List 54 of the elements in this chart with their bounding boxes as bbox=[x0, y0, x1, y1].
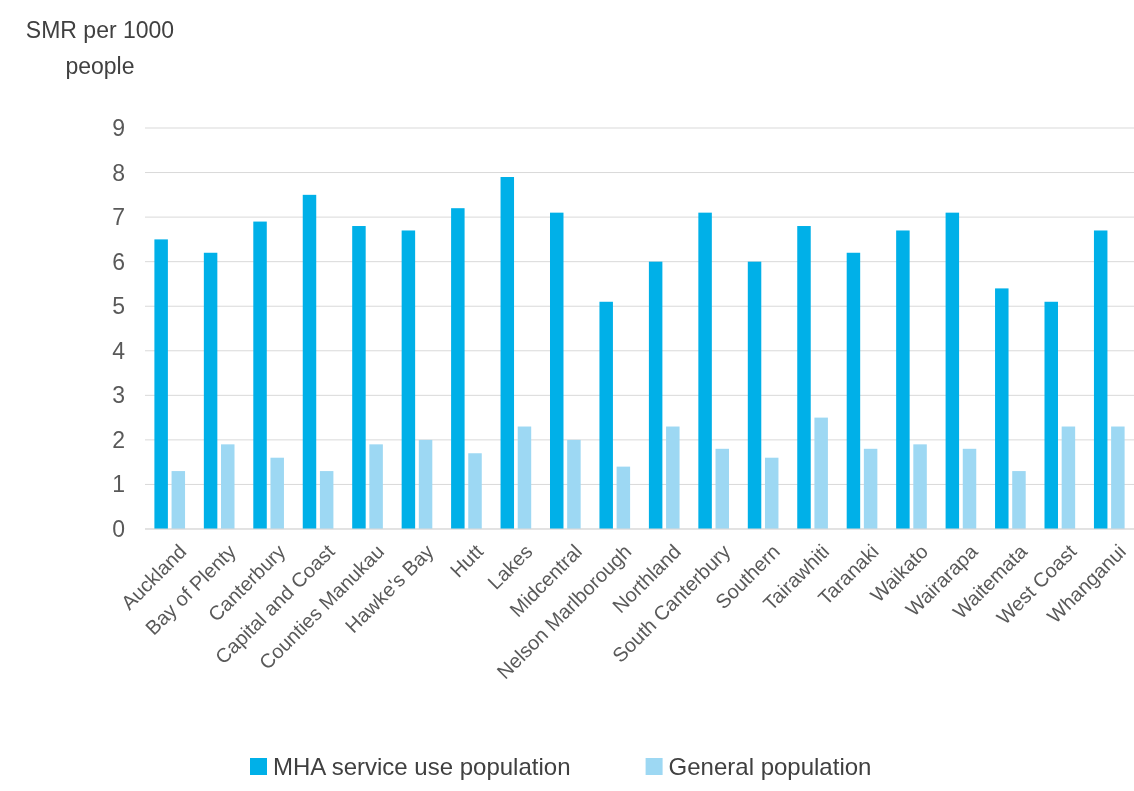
bar bbox=[468, 453, 482, 529]
bar bbox=[698, 212, 712, 529]
bar bbox=[1012, 471, 1026, 529]
bar bbox=[319, 471, 334, 529]
bar bbox=[451, 208, 465, 529]
bar bbox=[616, 466, 631, 529]
bar bbox=[1111, 426, 1125, 529]
bar bbox=[302, 194, 317, 529]
bar bbox=[418, 439, 433, 529]
bar bbox=[863, 448, 878, 529]
bar bbox=[500, 177, 515, 529]
bar bbox=[962, 448, 977, 529]
bar bbox=[517, 426, 532, 529]
bar bbox=[154, 239, 168, 529]
bar bbox=[1093, 230, 1108, 529]
bar bbox=[1061, 426, 1076, 529]
bar bbox=[995, 288, 1009, 529]
legend-label: General population bbox=[668, 753, 872, 780]
y-tick-label: 9 bbox=[112, 115, 125, 142]
y-tick-label: 2 bbox=[112, 426, 125, 453]
bar bbox=[401, 230, 416, 529]
y-tick-label: 3 bbox=[112, 382, 125, 409]
bar bbox=[253, 221, 267, 529]
y-tick-label: 6 bbox=[112, 248, 125, 275]
bar bbox=[599, 301, 613, 529]
bar bbox=[945, 212, 960, 529]
bar bbox=[171, 471, 186, 529]
bar bbox=[814, 417, 828, 529]
y-tick-label: 7 bbox=[112, 204, 125, 231]
bar bbox=[567, 439, 581, 529]
bar bbox=[221, 444, 235, 529]
y-tick-label: 4 bbox=[112, 337, 126, 364]
bar bbox=[203, 252, 218, 529]
y-axis-title: SMR per 1000 people bbox=[25, 17, 175, 79]
bar bbox=[846, 252, 861, 529]
y-tick-label: 1 bbox=[112, 471, 125, 498]
bar bbox=[550, 212, 564, 529]
bar bbox=[666, 426, 680, 529]
bar bbox=[352, 226, 366, 529]
bar bbox=[648, 261, 663, 529]
bar bbox=[764, 457, 779, 529]
bar bbox=[369, 444, 383, 529]
bar bbox=[270, 457, 284, 529]
y-tick-label: 5 bbox=[112, 293, 125, 320]
bar bbox=[715, 448, 730, 529]
bar bbox=[747, 261, 762, 529]
x-tick-label: Hutt bbox=[445, 539, 488, 582]
legend-label: MHA service use population bbox=[273, 753, 571, 780]
bar bbox=[797, 226, 811, 529]
bar bbox=[913, 444, 927, 529]
y-tick-label: 8 bbox=[112, 159, 125, 186]
bar bbox=[1044, 301, 1058, 529]
bar bbox=[896, 230, 910, 529]
y-tick-label: 0 bbox=[112, 516, 125, 543]
